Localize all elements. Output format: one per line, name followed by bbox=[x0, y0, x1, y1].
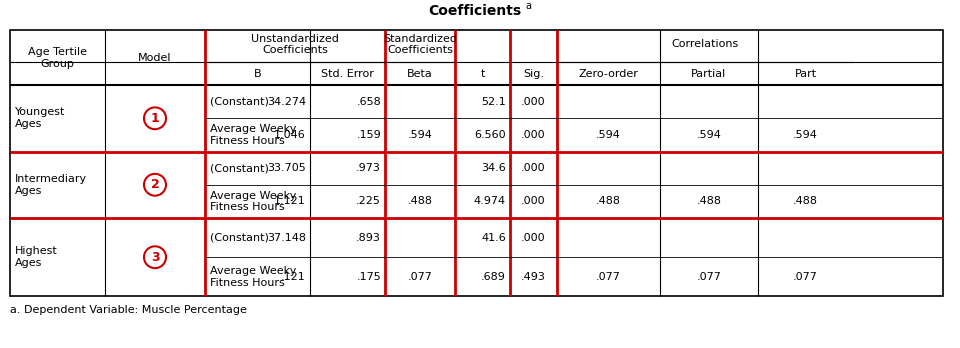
Text: Intermediary
Ages: Intermediary Ages bbox=[15, 174, 87, 196]
Text: (Constant): (Constant) bbox=[210, 163, 269, 173]
Text: Correlations: Correlations bbox=[671, 39, 738, 49]
Text: 1.121: 1.121 bbox=[275, 196, 306, 206]
Text: .159: .159 bbox=[356, 130, 381, 140]
Text: .000: .000 bbox=[521, 232, 546, 243]
Text: Zero-order: Zero-order bbox=[579, 69, 638, 79]
Text: .689: .689 bbox=[481, 272, 506, 282]
Text: .493: .493 bbox=[521, 272, 546, 282]
Text: 1: 1 bbox=[151, 112, 159, 125]
Text: .893: .893 bbox=[356, 232, 381, 243]
Text: .973: .973 bbox=[356, 163, 381, 173]
Text: Standardized
Coefficients: Standardized Coefficients bbox=[383, 33, 457, 55]
Text: 41.6: 41.6 bbox=[481, 232, 506, 243]
Bar bbox=[10, 31, 943, 296]
Text: Unstandardized
Coefficients: Unstandardized Coefficients bbox=[252, 33, 339, 55]
Text: 3: 3 bbox=[151, 251, 159, 264]
Text: .225: .225 bbox=[356, 196, 381, 206]
Text: .488: .488 bbox=[596, 196, 621, 206]
Text: .594: .594 bbox=[697, 130, 721, 140]
Text: .000: .000 bbox=[521, 97, 546, 107]
Text: .488: .488 bbox=[407, 196, 433, 206]
Text: .594: .594 bbox=[793, 130, 818, 140]
Text: .077: .077 bbox=[596, 272, 621, 282]
Text: 6.560: 6.560 bbox=[474, 130, 506, 140]
Text: .121: .121 bbox=[281, 272, 306, 282]
Text: Beta: Beta bbox=[407, 69, 433, 79]
Text: Average Weeky
Fitness Hours: Average Weeky Fitness Hours bbox=[210, 124, 297, 146]
Text: 1.046: 1.046 bbox=[275, 130, 306, 140]
Text: B: B bbox=[253, 69, 261, 79]
Text: 4.974: 4.974 bbox=[474, 196, 506, 206]
Text: .077: .077 bbox=[697, 272, 721, 282]
Text: 34.274: 34.274 bbox=[267, 97, 306, 107]
Text: a. Dependent Variable: Muscle Percentage: a. Dependent Variable: Muscle Percentage bbox=[10, 305, 247, 315]
Text: .488: .488 bbox=[697, 196, 722, 206]
Text: .175: .175 bbox=[356, 272, 381, 282]
Text: .594: .594 bbox=[596, 130, 621, 140]
Text: Coefficients: Coefficients bbox=[428, 3, 521, 18]
Text: Std. Error: Std. Error bbox=[321, 69, 374, 79]
Text: Youngest
Ages: Youngest Ages bbox=[15, 108, 65, 129]
Text: Highest
Ages: Highest Ages bbox=[15, 246, 58, 268]
Text: 52.1: 52.1 bbox=[481, 97, 506, 107]
Text: .000: .000 bbox=[521, 196, 546, 206]
Text: t: t bbox=[480, 69, 485, 79]
Text: Sig.: Sig. bbox=[523, 69, 544, 79]
Text: .488: .488 bbox=[793, 196, 818, 206]
Text: Age Tertile
Group: Age Tertile Group bbox=[28, 47, 87, 69]
Text: (Constant): (Constant) bbox=[210, 97, 269, 107]
Text: Average Weeky
Fitness Hours: Average Weeky Fitness Hours bbox=[210, 191, 297, 212]
Text: .000: .000 bbox=[521, 163, 546, 173]
Text: Part: Part bbox=[795, 69, 817, 79]
Text: 34.6: 34.6 bbox=[481, 163, 506, 173]
Text: .077: .077 bbox=[408, 272, 432, 282]
Text: 33.705: 33.705 bbox=[267, 163, 306, 173]
Text: 2: 2 bbox=[151, 178, 159, 191]
Text: Average Weeky
Fitness Hours: Average Weeky Fitness Hours bbox=[210, 266, 297, 287]
Text: Partial: Partial bbox=[691, 69, 727, 79]
Text: a: a bbox=[525, 1, 532, 11]
Text: .000: .000 bbox=[521, 130, 546, 140]
Text: .594: .594 bbox=[408, 130, 432, 140]
Text: .658: .658 bbox=[356, 97, 381, 107]
Text: 37.148: 37.148 bbox=[267, 232, 306, 243]
Text: (Constant): (Constant) bbox=[210, 232, 269, 243]
Text: Model: Model bbox=[138, 53, 172, 63]
Text: .077: .077 bbox=[793, 272, 818, 282]
